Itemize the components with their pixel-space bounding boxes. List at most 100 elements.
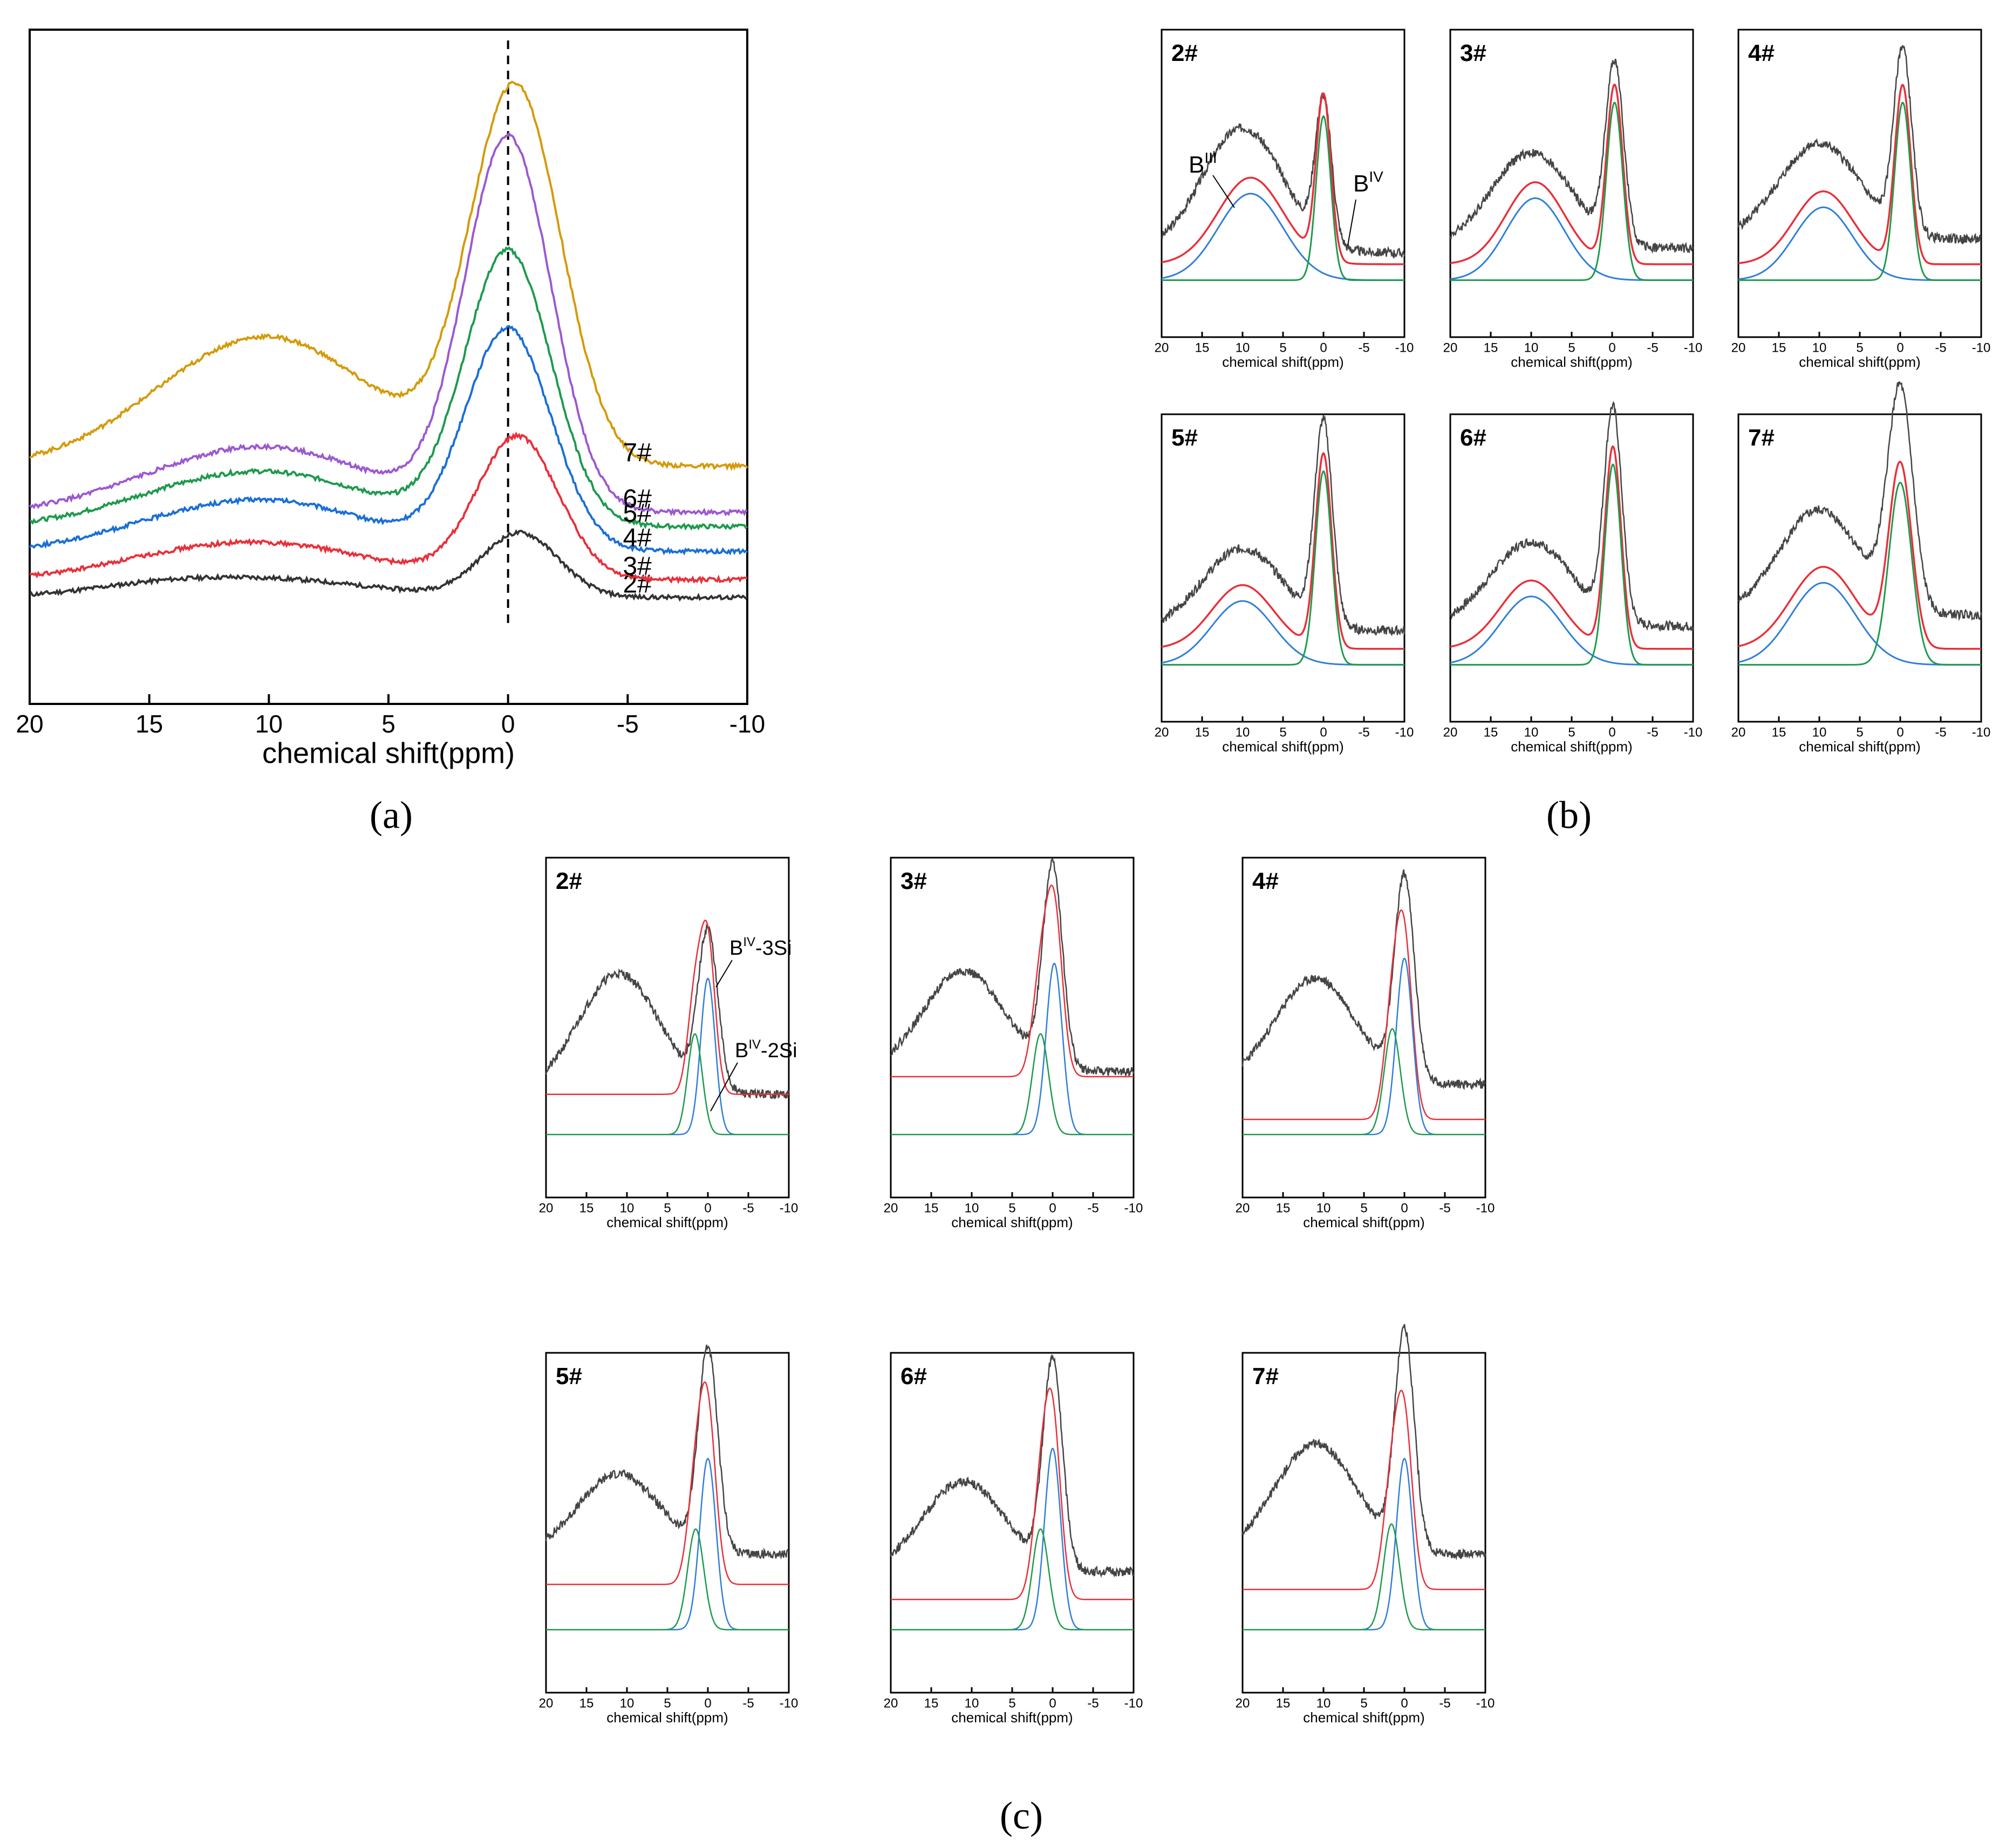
panel-b-5-xtick-label: 15: [1195, 725, 1210, 740]
panel-c-3si-suffix: -3Si: [755, 937, 792, 960]
panel-c-3-biv-3si-line: [891, 963, 1134, 1135]
panel-a-xtick-label: -5: [617, 710, 639, 738]
panel-c-2si-annotation: BIV-2Si: [735, 1037, 797, 1062]
panel-c-2si-superscript: IV: [748, 1037, 761, 1052]
panel-b-5-xlabel: chemical shift(ppm): [1222, 738, 1343, 755]
panel-b-5-xtick-label: 5: [1279, 725, 1286, 740]
panel-c-4-xtick-label: -5: [1439, 1201, 1450, 1216]
panel-b-2-xtick-label: 0: [1320, 341, 1327, 355]
panel-b-4-xlabel: chemical shift(ppm): [1799, 354, 1920, 370]
panel-b-2-xtick-label: -10: [1395, 341, 1414, 355]
panel-c-5-xtick-label: 15: [579, 1696, 594, 1711]
panel-c-2-xtick-label: -5: [742, 1201, 754, 1216]
panel-a-series-line: [29, 325, 748, 556]
panel-b-5-sample-label: 5#: [1171, 425, 1198, 451]
panel-c-6-xtick-label: -10: [1124, 1696, 1143, 1711]
panel-b-4-sample-label: 4#: [1748, 40, 1775, 66]
panel-c-2-biv-2si-line: [546, 1033, 789, 1135]
panel-b-biv-annotation: BIV: [1353, 168, 1383, 197]
panel-a-series-line: [29, 246, 748, 531]
panel-c-4-xtick-label: 15: [1276, 1201, 1291, 1216]
panel-b-3-xtick-label: 0: [1608, 341, 1615, 355]
caption-a: (a): [370, 793, 413, 837]
panel-c-6-xtick-label: 20: [884, 1696, 898, 1711]
panel-c-7-biv-3si-line: [1243, 1457, 1485, 1631]
panel-b-7-xtick-label: 0: [1896, 725, 1903, 740]
panel-b-7-xlabel: chemical shift(ppm): [1799, 738, 1920, 755]
panel-b-5-frame: [1161, 413, 1405, 723]
panel-c-2-envelope-line: [546, 919, 789, 1095]
panel-b-6-sample-label: 6#: [1460, 425, 1486, 451]
panel-c-6-xtick-label: 5: [1008, 1696, 1015, 1711]
panel-c-7-xtick-label: 10: [1316, 1696, 1331, 1711]
panel-b-6-xtick-label: 10: [1524, 725, 1539, 740]
panel-c-5-biv-3si-line: [546, 1457, 789, 1631]
panel-c-6-biv-2si-line: [891, 1528, 1134, 1631]
panel-a-series-line: [29, 132, 748, 517]
panel-c-6-xtick-label: -5: [1087, 1696, 1098, 1711]
panel-a-series-line: [29, 80, 748, 471]
panel-b-2-xtick-label: 20: [1155, 341, 1169, 355]
panel-a-xtick-label: 10: [255, 710, 283, 738]
panel-b-charts: 20 15 10 5 0 -5 -10 chemical shift(ppm) 2# BIII BI…: [1155, 29, 1991, 755]
panel-c-6-envelope-line: [891, 1387, 1134, 1600]
panel-c-2-xtick-label: 0: [704, 1201, 711, 1216]
panel-c-7-xtick-label: -5: [1439, 1696, 1450, 1711]
panel-b-5-xtick-label: 10: [1236, 725, 1250, 740]
panel-a-xlabel: chemical shift(ppm): [262, 737, 515, 770]
panel-c-3-xtick-label: -10: [1124, 1201, 1143, 1216]
panel-c-4-sample-label: 4#: [1252, 868, 1279, 894]
panel-b-4-xtick-label: -5: [1935, 341, 1946, 355]
panel-c-5-sample-label: 5#: [556, 1363, 582, 1390]
panel-b-biii-leader: [1212, 175, 1235, 208]
panel-b-4-biii-line: [1738, 206, 1981, 281]
panel-b-3-envelope-line: [1450, 83, 1693, 265]
panel-c-4-xtick-label: -10: [1476, 1201, 1495, 1216]
panel-b-6-xtick-label: -5: [1647, 725, 1658, 740]
panel-c-2si-suffix: -2Si: [761, 1039, 797, 1062]
panel-b-6-xtick-label: 0: [1608, 725, 1615, 740]
panel-a-series-label: 6#: [623, 484, 652, 513]
panel-c-7-frame: [1241, 1352, 1486, 1694]
panel-b-3-xtick-label: -5: [1647, 341, 1658, 355]
panel-c-4-xtick-label: 20: [1236, 1201, 1250, 1216]
panel-a-xtick-label: 20: [16, 710, 43, 738]
panel-b-7-xtick-label: 5: [1856, 725, 1863, 740]
panel-b-2-envelope-line: [1161, 92, 1404, 265]
panel-b-3-biii-line: [1450, 197, 1693, 281]
panel-c-3-frame: [890, 857, 1135, 1199]
panel-c-5-xtick-label: 10: [620, 1696, 634, 1711]
panel-b-5-raw-line: [1161, 415, 1405, 636]
panel-b-biii-superscript: III: [1204, 149, 1217, 166]
panel-a-frame: [29, 29, 748, 705]
panel-c-5-envelope-line: [546, 1381, 789, 1585]
panel-c-6-xlabel: chemical shift(ppm): [951, 1709, 1073, 1726]
panel-b-4-envelope-line: [1738, 84, 1981, 265]
panel-b-2-raw-line: [1161, 92, 1405, 259]
panel-c-7-xtick-label: 5: [1360, 1696, 1367, 1711]
panel-b-3-sample-label: 3#: [1460, 40, 1486, 66]
panel-c-5-xtick-label: 5: [664, 1696, 671, 1711]
panel-a-series-line: [29, 529, 748, 602]
panel-c-4-biv-3si-line: [1243, 957, 1485, 1135]
panel-c-6-xtick-label: 10: [965, 1696, 979, 1711]
panel-c-5-xlabel: chemical shift(ppm): [606, 1709, 728, 1726]
panel-b-4-xtick-label: -10: [1972, 341, 1991, 355]
panel-c-4-xtick-label: 0: [1401, 1201, 1408, 1216]
panel-c-2-xtick-label: 10: [620, 1201, 634, 1216]
panel-b-7-xtick-label: 20: [1731, 725, 1746, 740]
panel-c-5-raw-line: [545, 1344, 789, 1560]
panel-b-3-xlabel: chemical shift(ppm): [1511, 354, 1632, 370]
panel-b-6-xtick-label: -10: [1684, 725, 1703, 740]
panel-c-charts: 20 15 10 5 0 -5 -10 chemical shift(ppm) 2# BIV-3S…: [539, 857, 1495, 1726]
panel-c-2-xtick-label: 5: [664, 1201, 671, 1216]
panel-b-3-frame: [1449, 29, 1694, 338]
panel-b-2-biv-line: [1162, 115, 1404, 281]
panel-b-biv-leader: [1347, 199, 1356, 246]
panel-c-7-xtick-label: 20: [1236, 1696, 1250, 1711]
panel-c-7-envelope-line: [1243, 1390, 1485, 1590]
panel-c-2-xtick-label: -10: [780, 1201, 799, 1216]
panel-b-biii-annotation: BIII: [1189, 149, 1217, 178]
panel-b-2-xtick-label: 15: [1195, 341, 1210, 355]
panel-b-4-xtick-label: 15: [1772, 341, 1786, 355]
